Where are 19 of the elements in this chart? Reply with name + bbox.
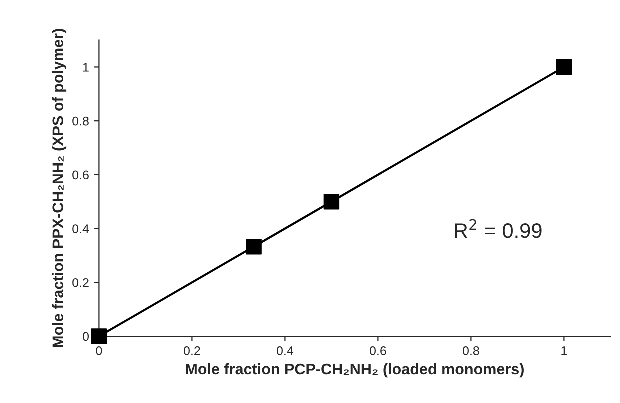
x-tick-label: 0.6 [370,346,386,356]
point [556,59,572,76]
x-tick-label: 0.2 [184,346,200,356]
y-tick-label: 0.2 [72,278,89,288]
y-tick-label: 0.8 [72,116,89,126]
y-axis-title: Mole fraction PPX-CH₂NH₂ (XPS of polymer) [52,29,67,348]
x-axis-title: Mole fraction PCP-CH₂NH₂ (loaded monomers) [186,363,524,378]
x-tick-label: 0 [96,346,102,356]
x-tick-label: 1 [562,346,568,356]
annotation: R$^{2}$ = 0.99 [455,219,542,238]
y-tick-label: 0.6 [72,170,89,180]
x-tick-label: 0.8 [463,346,480,356]
y-tick-label: 0 [83,332,89,342]
y-tick-label: 1 [83,63,89,72]
x-tick-label: 0.4 [277,346,294,356]
point [324,194,340,210]
y-tick-label: 0.4 [72,224,90,234]
point [91,328,108,344]
point [246,238,262,255]
